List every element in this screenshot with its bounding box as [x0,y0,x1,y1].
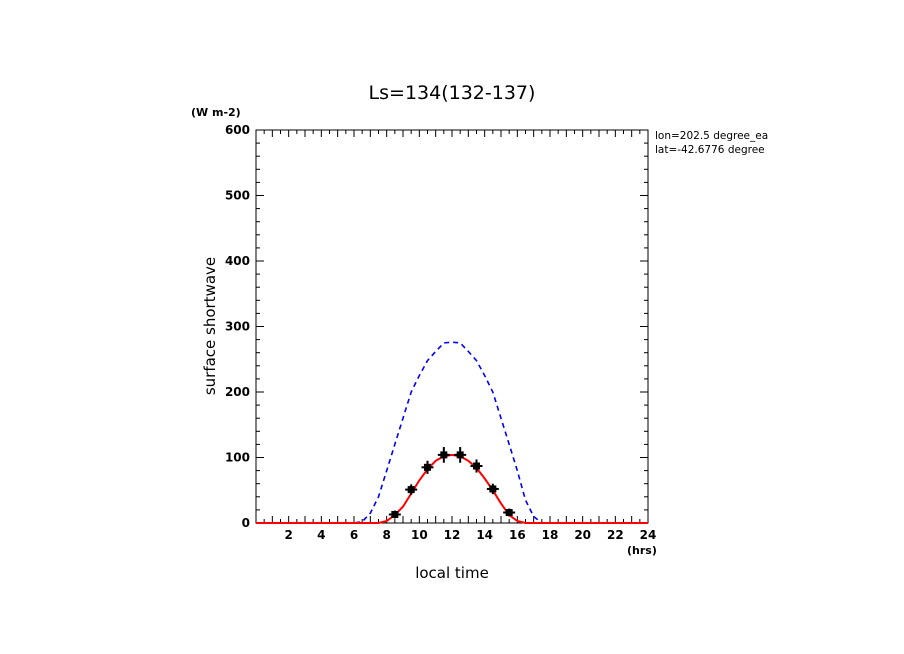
y-tick-label: 600 [225,123,250,137]
annotation-lon: lon=202.5 degree_ea [655,130,768,142]
marker-square [440,451,448,459]
y-tick-label: 200 [225,385,250,399]
x-tick-label: 12 [444,528,461,542]
x-tick-label: 24 [640,528,657,542]
chart-title: Ls=134(132-137) [369,82,536,104]
x-tick-label: 8 [382,528,390,542]
axes-ticks [256,130,648,523]
data-point [486,483,499,495]
data-point [437,447,450,463]
plot-frame [255,129,649,524]
marker-square [473,462,480,470]
y-tick-label: 100 [225,451,250,465]
x-tick-label: 4 [317,528,325,542]
x-tick-label: 2 [284,528,292,542]
y-tick-label: 400 [225,254,250,268]
x-tick-label: 10 [411,528,428,542]
marker-square [424,463,431,471]
marker-square [407,486,415,494]
x-unit-label: (hrs) [627,544,657,557]
y-tick-label: 500 [225,189,250,203]
x-tick-label: 22 [607,528,624,542]
data-point [388,510,401,519]
marker-square [391,510,399,518]
x-tick-label: 20 [574,528,591,542]
marker-square [505,509,513,517]
y-tick-label: 300 [225,320,250,334]
data-point [503,508,516,517]
marker-square [489,485,497,493]
y-unit-label: (W m-2) [191,106,241,119]
data-point [470,459,483,473]
x-tick-labels: 2 4 6 8 10 12 14 16 18 20 22 24 [284,528,656,542]
series-layer [256,341,648,524]
data-point [421,460,434,474]
x-tick-label: 18 [542,528,559,542]
x-axis-label: local time [415,564,489,582]
annotation-lat: lat=-42.6776 degree [655,144,765,156]
data-point [454,447,467,463]
y-axis-label: surface shortwave [201,257,219,395]
y-tick-label: 0 [242,516,250,530]
series-line-0 [256,341,648,524]
marker-square [456,451,464,459]
x-tick-label: 16 [509,528,526,542]
series-line-1 [256,453,648,524]
x-tick-label: 14 [476,528,493,542]
y-tick-labels: 0 100 200 300 400 500 600 [225,123,250,530]
data-point [405,484,418,495]
x-tick-label: 6 [350,528,358,542]
